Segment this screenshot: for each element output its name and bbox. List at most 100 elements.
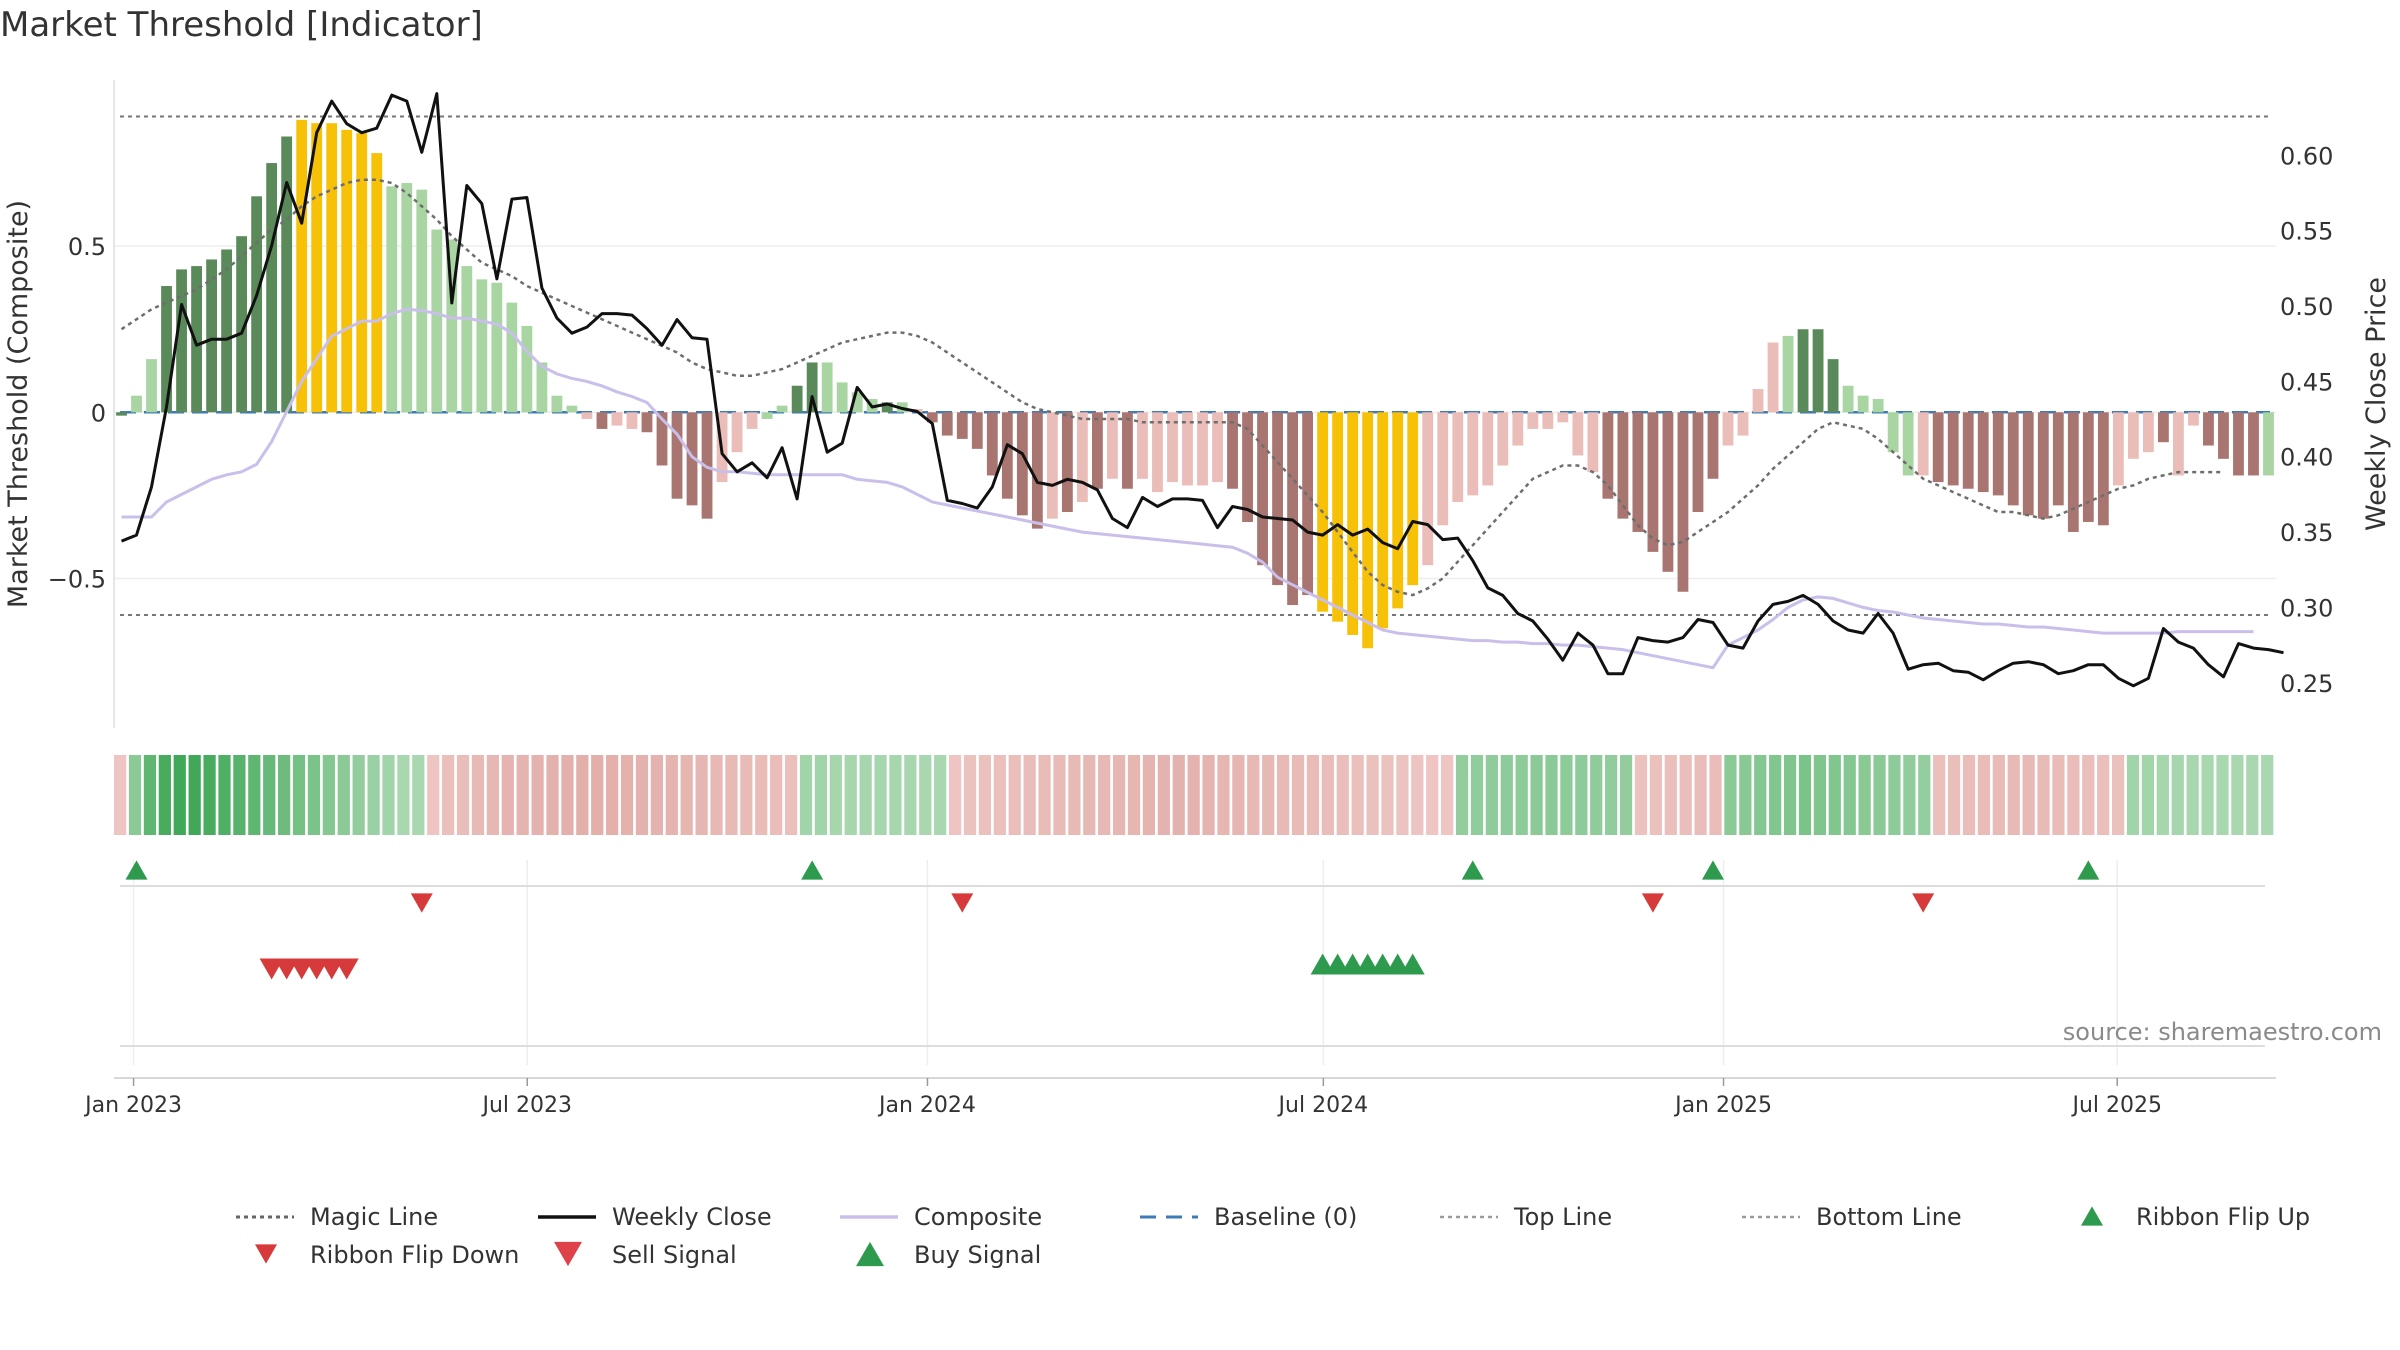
composite-bar [1887, 412, 1899, 453]
series-lines [120, 92, 2284, 688]
ribbon-cell [1470, 755, 1484, 835]
composite-bar [461, 266, 473, 413]
buy-signal-marker [1355, 953, 1380, 975]
composite-bar [1557, 412, 1569, 423]
ribbon-cell [1947, 755, 1961, 835]
ribbon-cell [1351, 755, 1364, 835]
composite-bar [311, 123, 323, 413]
composite-bar [1001, 412, 1013, 499]
ribbon-cell [740, 755, 753, 835]
composite-bar [401, 183, 413, 413]
legend-label: Baseline (0) [1214, 1203, 1357, 1231]
composite-bar [1602, 412, 1614, 499]
ribbon-cell [2052, 755, 2065, 835]
ribbon-cell [1992, 755, 2005, 835]
ribbon-cell [382, 755, 395, 835]
composite-bar [1947, 412, 1959, 486]
composite-bar [161, 286, 172, 413]
composite-bar [641, 412, 653, 433]
ribbon-cell [2067, 755, 2080, 835]
ribbon-cell [2022, 755, 2035, 835]
ribbon-cell [442, 755, 455, 835]
ribbon-cell [516, 755, 529, 835]
composite-bar [836, 382, 848, 413]
composite-bar [1182, 412, 1193, 486]
composite-bar [1076, 412, 1088, 503]
composite-bar [1707, 412, 1719, 479]
ribbon-cell [963, 755, 977, 835]
composite-bar [1632, 412, 1644, 532]
composite-bar [1512, 412, 1524, 446]
ribbon-cell [1694, 755, 1707, 835]
composite-bar [1272, 412, 1283, 586]
ribbon-cell [233, 755, 246, 835]
ribbon-cell [2007, 755, 2020, 835]
ribbon-cell [2037, 755, 2050, 835]
composite-bar [131, 395, 142, 413]
composite-bar [536, 362, 548, 413]
sell-signal-marker [319, 958, 344, 980]
ribbon-cell [948, 755, 962, 835]
ribbon-cell [1321, 755, 1334, 835]
composite-bar [266, 163, 278, 413]
ribbon-cell [1232, 755, 1245, 835]
ribbon-cell [1008, 755, 1021, 835]
ribbon-cell [1560, 755, 1573, 835]
ribbon-cell [1634, 755, 1648, 835]
composite-bar [581, 412, 593, 419]
ribbon-cell [919, 755, 932, 835]
composite-bar [521, 325, 533, 413]
sell-signal-marker [259, 958, 284, 980]
composite-bar [2067, 412, 2079, 532]
legend-item: Weekly Close [538, 1203, 772, 1231]
composite-bar [1377, 412, 1389, 629]
ribbon-cell [1426, 755, 1439, 835]
composite-bar [176, 269, 187, 413]
composite-bar [1782, 335, 1794, 413]
trend-ribbon [114, 755, 2274, 835]
composite-bar [971, 412, 983, 449]
buy-signal-marker [1370, 953, 1395, 975]
ribbon-cell [1277, 755, 1290, 835]
legend-item: Baseline (0) [1140, 1203, 1357, 1231]
buy-signal-marker [1400, 953, 1425, 975]
weekly-close-line [120, 92, 2284, 688]
ribbon-cell [665, 755, 678, 835]
ribbon-flip-down-marker [1912, 893, 1935, 913]
ribbon-cell [412, 755, 425, 835]
composite-bar [1227, 412, 1238, 489]
ribbon-cell [1187, 755, 1200, 835]
composite-bar [1587, 412, 1599, 473]
ribbon-cell [1217, 755, 1230, 835]
magic-line [120, 178, 2224, 597]
y-axis-ticks: 0.5 0 −0.5 [48, 233, 106, 593]
ribbon-cell [248, 755, 261, 835]
composite-bar [1872, 399, 1884, 413]
composite-bar [1016, 412, 1028, 516]
composite-bar [1572, 412, 1584, 456]
composite-bar [1692, 412, 1704, 512]
ribbon-cell [114, 755, 127, 835]
composite-bar [1842, 385, 1854, 413]
composite-bar [1046, 412, 1058, 519]
ribbon-cell [1664, 755, 1677, 835]
legend-item: Top Line [1440, 1203, 1612, 1231]
legend-label: Ribbon Flip Up [2136, 1203, 2310, 1231]
composite-bar [1497, 412, 1509, 466]
composite-bar [1962, 412, 1974, 489]
ribbon-cell [2097, 755, 2110, 835]
ribbon-flip-up-marker [1461, 860, 1484, 880]
composite-bar [1392, 412, 1404, 609]
ribbon-cell [1754, 755, 1767, 835]
ribbon-cell [1903, 755, 1916, 835]
ribbon-cell [1545, 755, 1558, 835]
composite-bar [1902, 412, 1914, 476]
y2-axis-label: Weekly Close Price [2361, 277, 2392, 531]
ribbon-cell [1262, 755, 1275, 835]
x-tick-label: Jul 2024 [1277, 1093, 1369, 1118]
composite-bar [1977, 412, 1989, 493]
composite-bar [2127, 412, 2139, 459]
y2-tick-label: 0.55 [2280, 218, 2333, 246]
composite-bar [566, 405, 578, 413]
legend-label: Sell Signal [612, 1241, 737, 1269]
